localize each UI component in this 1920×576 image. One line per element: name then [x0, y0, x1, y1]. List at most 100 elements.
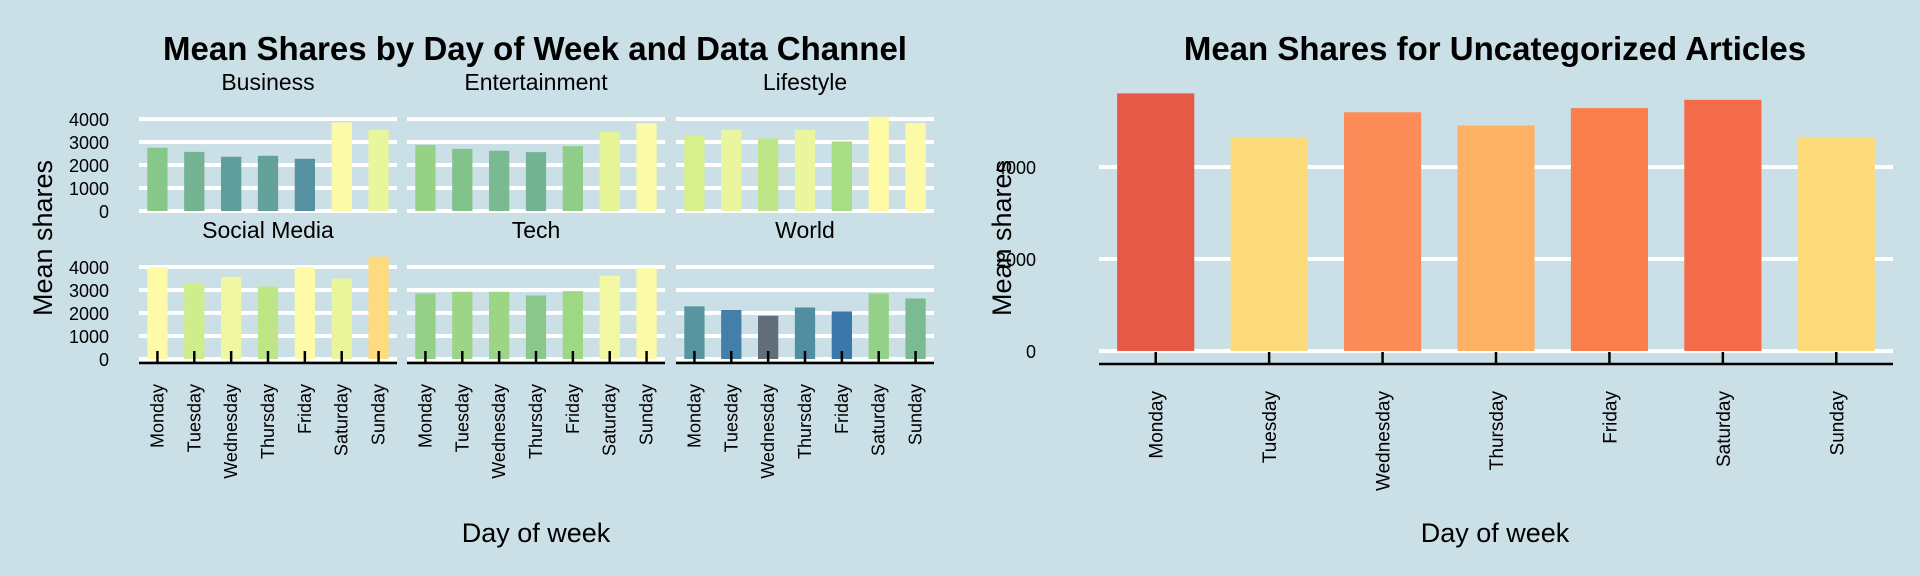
x-tick-label: Saturday [869, 384, 889, 456]
bar [868, 116, 889, 211]
x-tick-label: Wednesday [758, 384, 778, 479]
bar [721, 130, 742, 211]
x-tick-label: Tuesday [721, 384, 741, 452]
bar [599, 131, 620, 211]
right-x-axis-label: Day of week [1421, 518, 1570, 548]
y-tick-label: 2000 [996, 250, 1036, 270]
bar [368, 256, 389, 359]
x-tick-label: Saturday [332, 384, 352, 456]
y-tick-label: 4000 [69, 110, 109, 130]
x-tick-label: Friday [295, 384, 315, 434]
bar [489, 150, 510, 211]
bar [368, 130, 389, 211]
bar [758, 138, 779, 211]
x-tick-label: Thursday [258, 384, 278, 459]
bar [794, 307, 816, 359]
bar [831, 141, 852, 211]
bar [684, 306, 705, 359]
x-tick-label: Sunday [1827, 391, 1848, 456]
left-x-axis-label: Day of week [462, 518, 611, 548]
bar [905, 123, 926, 211]
bar [221, 276, 242, 359]
facet-panel: Social Media 0 1000 2000 3000 4000 [69, 217, 397, 370]
x-tick-label: Wednesday [489, 384, 509, 479]
y-tick-label: 1000 [69, 179, 109, 199]
bar [1457, 125, 1535, 351]
bar [331, 278, 352, 359]
x-tick-label: Thursday [795, 384, 815, 459]
bar [525, 152, 547, 211]
left-y-axis-label: Mean shares [28, 160, 58, 316]
bar [794, 130, 816, 211]
x-tick-label: Friday [1600, 391, 1621, 444]
y-tick-label: 2000 [69, 304, 109, 324]
x-tick-label: Tuesday [452, 384, 472, 452]
bar [562, 291, 583, 359]
bar [294, 158, 315, 211]
x-tick-label: Tuesday [184, 384, 204, 452]
x-tick-label: Sunday [637, 384, 657, 445]
x-tick-label: Wednesday [221, 384, 241, 479]
y-tick-label: 2000 [69, 156, 109, 176]
facet-panel: Entertainment [407, 69, 665, 213]
bar [1344, 112, 1422, 351]
bar [831, 311, 852, 359]
bar [636, 268, 657, 359]
bar [147, 267, 168, 359]
x-tick-label: Friday [563, 384, 583, 434]
facet-grid: Business 0 1000 2000 3000 4000 Entertainment Li… [69, 69, 934, 370]
right-plot-area: 0 2000 4000 Monday Tuesday Wednesday Thursday F… [996, 93, 1893, 491]
bar [1684, 99, 1762, 351]
bar [758, 315, 779, 359]
facet-title: Social Media [202, 217, 334, 243]
bar [331, 122, 352, 211]
bar [599, 275, 620, 359]
bar [415, 144, 436, 211]
bar [868, 293, 889, 359]
bar [636, 123, 657, 211]
bar [721, 310, 742, 359]
bar [562, 146, 583, 211]
bar [905, 298, 926, 359]
facet-title: Entertainment [464, 69, 608, 95]
x-tick-label: Monday [1147, 391, 1168, 459]
y-tick-label: 0 [99, 202, 109, 222]
x-tick-label: Wednesday [1374, 391, 1395, 491]
bar [489, 291, 510, 359]
facet-panel: Lifestyle [676, 69, 934, 213]
bar [184, 151, 205, 211]
x-tick-label: Saturday [1714, 391, 1735, 468]
facet-panel: Business 0 1000 2000 3000 4000 [69, 69, 397, 222]
bar [452, 291, 473, 359]
facet-panel: Tech [407, 217, 665, 365]
x-tick-label: Saturday [600, 384, 620, 456]
y-tick-label: 3000 [69, 281, 109, 301]
bar [684, 135, 705, 211]
x-tick-label: Thursday [1487, 391, 1508, 471]
bar [525, 295, 547, 359]
y-tick-label: 3000 [69, 133, 109, 153]
y-tick-label: 4000 [996, 158, 1036, 178]
bar [184, 284, 205, 359]
right-chart-title: Mean Shares for Uncategorized Articles [1184, 30, 1806, 67]
x-tick-label: Monday [684, 384, 704, 448]
facet-title: Business [221, 69, 314, 95]
left-chart-title: Mean Shares by Day of Week and Data Chan… [163, 30, 907, 67]
facet-title: Tech [512, 217, 561, 243]
y-tick-label: 0 [99, 350, 109, 370]
bar [147, 147, 168, 211]
y-tick-label: 4000 [69, 258, 109, 278]
bar [1570, 108, 1648, 352]
facet-title: Lifestyle [763, 69, 847, 95]
bar [1117, 93, 1195, 352]
bar [257, 155, 279, 211]
bar [452, 148, 473, 211]
left-x-tick-labels: Monday Tuesday Wednesday Thursday Friday Satu… [147, 384, 925, 479]
x-tick-label: Sunday [369, 384, 389, 445]
bar [294, 267, 315, 359]
bar [221, 156, 242, 211]
x-tick-label: Monday [147, 384, 167, 448]
x-tick-label: Thursday [526, 384, 546, 459]
x-tick-label: Friday [832, 384, 852, 434]
